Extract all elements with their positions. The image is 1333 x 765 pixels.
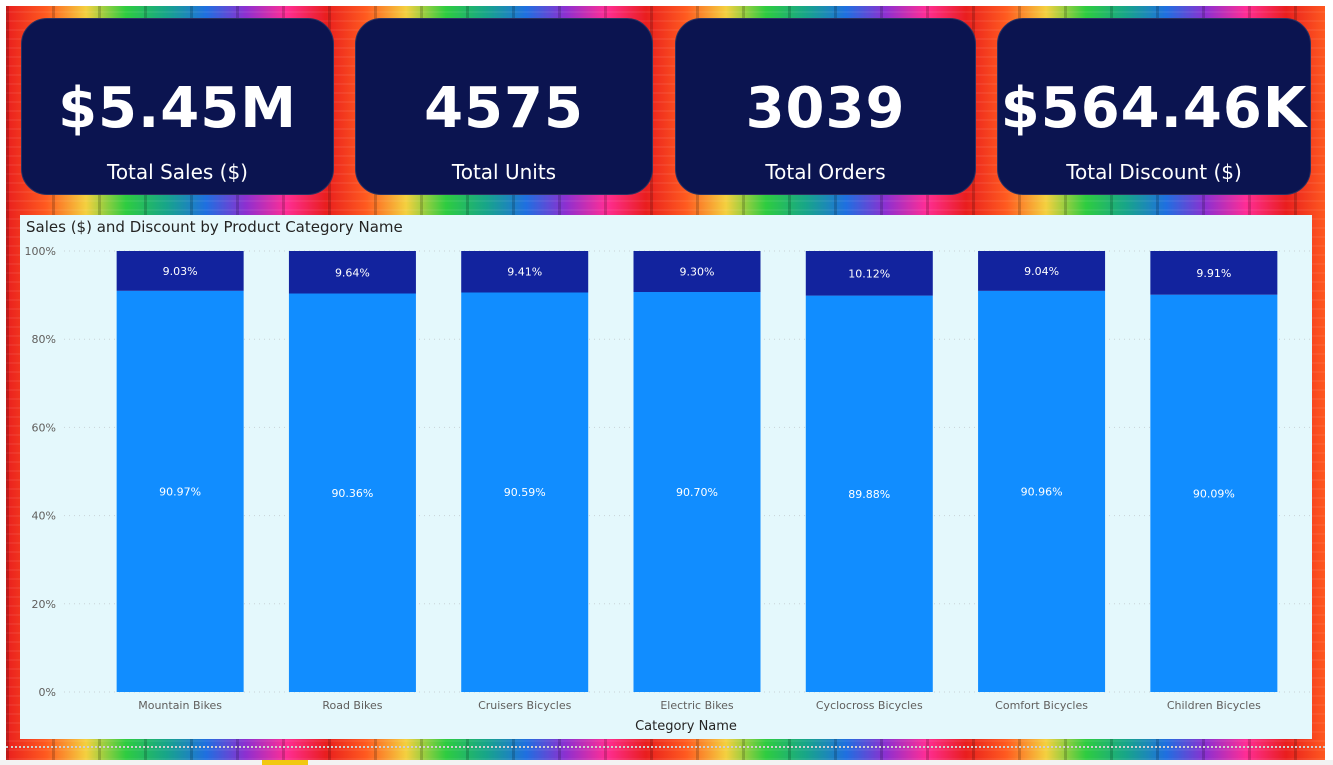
- kpi-value: $5.45M: [58, 76, 297, 141]
- kpi-value: 3039: [745, 76, 906, 141]
- discount-bar: [288, 251, 416, 294]
- chart-visual[interactable]: Sales ($) and Discount by Product Catego…: [20, 215, 1312, 739]
- data-label: 90.59%: [504, 486, 546, 499]
- page-tab-strip: [0, 760, 1333, 765]
- data-label: 10.12%: [848, 267, 890, 280]
- data-label: 9.91%: [1196, 267, 1231, 280]
- active-page-tab[interactable]: [262, 760, 308, 765]
- discount-bar: [633, 251, 761, 293]
- x-tick-label: Road Bikes: [322, 699, 382, 712]
- data-label: 90.09%: [1193, 487, 1235, 500]
- x-tick-label: Comfort Bicycles: [995, 699, 1088, 712]
- sales-bar: [1150, 294, 1278, 692]
- data-label: 9.04%: [1024, 265, 1059, 278]
- y-tick-label: 20%: [32, 598, 56, 611]
- kpi-card-total-orders[interactable]: 3039 Total Orders: [675, 18, 976, 195]
- sales-bar: [116, 290, 244, 692]
- sales-bar: [633, 292, 761, 692]
- x-tick-label: Electric Bikes: [660, 699, 734, 712]
- x-tick-label: Cruisers Bicycles: [478, 699, 572, 712]
- sales-bar: [978, 290, 1106, 692]
- kpi-card-total-sales[interactable]: $5.45M Total Sales ($): [21, 18, 334, 195]
- kpi-value: 4575: [424, 76, 584, 141]
- x-tick-label: Mountain Bikes: [138, 699, 222, 712]
- x-axis-title: Category Name: [635, 719, 737, 734]
- data-label: 9.30%: [680, 266, 715, 279]
- kpi-card-total-discount[interactable]: $564.46K Total Discount ($): [997, 18, 1311, 195]
- kpi-label: Total Orders: [765, 160, 886, 184]
- data-label: 90.36%: [331, 487, 373, 500]
- y-tick-label: 0%: [39, 686, 56, 699]
- stacked-bar-chart: 0% 20% 40% 60% 80% 100% 90.97% 9.03% Mountain Bi…: [25, 245, 1310, 734]
- y-tick-label: 100%: [25, 245, 56, 258]
- kpi-card-total-units[interactable]: 4575 Total Units: [355, 18, 653, 195]
- data-label: 9.41%: [507, 266, 542, 279]
- y-tick-label: 80%: [32, 333, 56, 346]
- x-tick-label: Children Bicycles: [1167, 699, 1261, 712]
- data-label: 90.70%: [676, 486, 718, 499]
- discount-bar: [461, 251, 589, 293]
- kpi-label: Total Units: [451, 160, 557, 184]
- discount-bar: [978, 251, 1106, 291]
- y-tick-label: 40%: [32, 510, 56, 523]
- data-label: 9.03%: [163, 265, 198, 278]
- data-label: 90.96%: [1021, 485, 1063, 498]
- kpi-value: $564.46K: [1000, 76, 1308, 141]
- divider: [6, 746, 1325, 748]
- sales-bar: [461, 292, 589, 692]
- kpi-label: Total Discount ($): [1066, 160, 1242, 184]
- sales-bar: [805, 295, 933, 692]
- data-label: 90.97%: [159, 485, 201, 498]
- x-tick-label: Cyclocross Bicycles: [816, 699, 923, 712]
- kpi-label: Total Sales ($): [107, 160, 248, 184]
- discount-bar: [116, 251, 244, 291]
- discount-bar: [1150, 251, 1278, 295]
- y-tick-label: 60%: [32, 421, 56, 434]
- sales-bar: [288, 293, 416, 692]
- chart-title: Sales ($) and Discount by Product Catego…: [26, 218, 403, 236]
- discount-bar: [805, 251, 933, 296]
- data-label: 9.64%: [335, 266, 370, 279]
- data-label: 89.88%: [848, 488, 890, 501]
